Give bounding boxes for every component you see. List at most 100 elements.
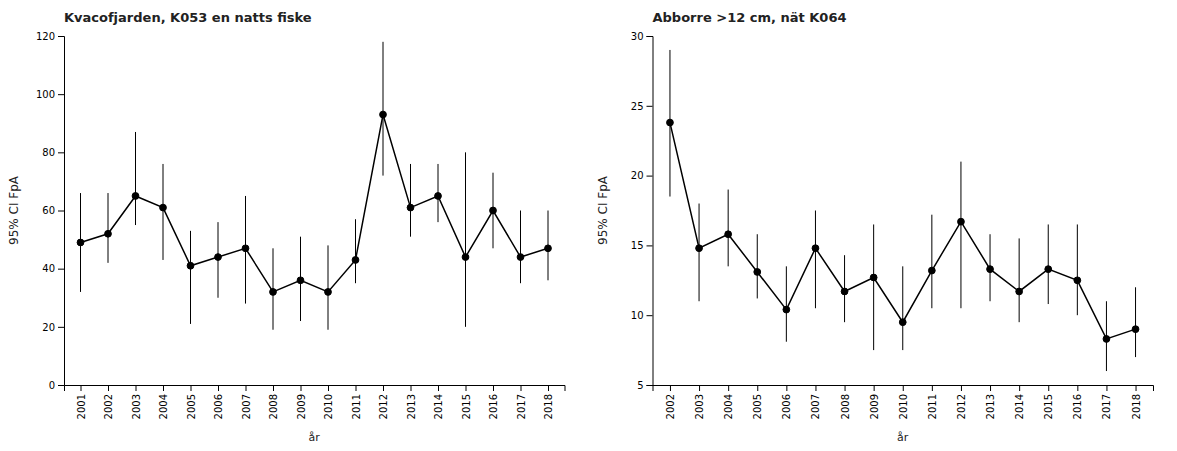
markers [77, 111, 551, 295]
tick-label: 20 [631, 170, 644, 181]
marker [899, 319, 906, 326]
tick-mark [757, 385, 758, 391]
tick-label: 15 [631, 240, 644, 251]
tick-mark [328, 385, 329, 391]
marker [517, 254, 524, 261]
marker [187, 262, 194, 269]
tick-label: 2010 [898, 394, 909, 419]
tick-mark [874, 385, 875, 391]
marker [352, 257, 359, 264]
marker [462, 254, 469, 261]
error-bar [786, 266, 787, 341]
error-bar [815, 211, 816, 309]
marker [490, 207, 497, 214]
tick: 2005 [186, 385, 197, 419]
marker [545, 245, 552, 252]
tick-label: 2004 [158, 394, 169, 419]
tick-mark [786, 385, 787, 391]
tick-mark [521, 385, 522, 391]
marker [696, 245, 703, 252]
error-bar [355, 219, 356, 283]
tick-mark [163, 385, 164, 391]
tick-mark [108, 385, 109, 391]
tick: 2016 [1072, 385, 1083, 419]
chart-container: 2001200220032004200520062007200820092010… [0, 0, 1177, 451]
tick-mark [81, 385, 82, 391]
tick-mark [1106, 385, 1107, 391]
tick-label: 80 [42, 147, 55, 158]
y-axis-title: 95% CI FpA [596, 175, 610, 245]
tick-label: 2007 [810, 394, 821, 419]
tick-mark [845, 385, 846, 391]
x-axis: 2002200320042005200620072008200920102011… [653, 385, 1154, 419]
tick-label: 2018 [1131, 394, 1142, 419]
tick-label: 2015 [1043, 394, 1054, 419]
marker [1132, 326, 1139, 333]
tick-mark [411, 385, 412, 391]
tick-mark [548, 385, 549, 391]
x-axis-title: år [897, 431, 909, 444]
tick: 2015 [461, 385, 472, 419]
error-bar [190, 231, 191, 324]
tick: 25 [631, 101, 653, 112]
error-bar [135, 132, 136, 225]
tick: 2008 [840, 385, 851, 419]
tick-mark [990, 385, 991, 391]
axis-line [58, 37, 65, 386]
y-axis-title: 95% CI FpA [7, 175, 21, 245]
error-bar [465, 152, 466, 327]
tick: 10 [631, 310, 653, 321]
marker [215, 254, 222, 261]
error-bars [670, 50, 1136, 371]
x-axis-title: år [309, 431, 321, 444]
y-axis: 5 10 15 20 25 30 [631, 31, 653, 391]
tick: 2004 [723, 385, 734, 419]
error-bar [383, 42, 384, 176]
marker [380, 111, 387, 118]
tick-mark [438, 385, 439, 391]
tick: 2001 [76, 385, 87, 419]
plot-area [77, 42, 551, 330]
tick-label: 2005 [186, 394, 197, 419]
tick: 20 [631, 170, 653, 181]
title: Abborre >12 cm, nät K064 [653, 10, 847, 25]
tick-label: 2003 [131, 394, 142, 419]
tick: 120 [36, 31, 64, 42]
tick-label: 2002 [103, 394, 114, 419]
tick-mark [1136, 385, 1137, 391]
tick-label: 2015 [461, 394, 472, 419]
tick-mark [647, 385, 653, 386]
tick-label: 2001 [76, 394, 87, 419]
error-bar [699, 204, 700, 302]
tick-mark [58, 327, 64, 328]
tick-label: 2012 [956, 394, 967, 419]
tick: 20 [42, 322, 64, 333]
tick: 2002 [665, 385, 676, 419]
tick-label: 2007 [241, 394, 252, 419]
marker [928, 267, 935, 274]
marker [297, 277, 304, 284]
tick-label: 2006 [213, 394, 224, 419]
figure: 2001200220032004200520062007200820092010… [0, 0, 1177, 451]
tick-label: 2008 [840, 394, 851, 419]
tick-mark [218, 385, 219, 391]
tick: 30 [631, 31, 653, 42]
marker [783, 306, 790, 313]
tick: 2009 [296, 385, 307, 419]
tick-label: 25 [631, 101, 644, 112]
tick-mark [136, 385, 137, 391]
tick-label: 30 [631, 31, 644, 42]
tick: 2006 [781, 385, 792, 419]
error-bar [1077, 224, 1078, 315]
tick: 2004 [158, 385, 169, 419]
line [81, 115, 549, 292]
panel: 2002200320042005200620072008200920102011… [596, 10, 1154, 444]
marker [435, 193, 442, 200]
error-bar [902, 266, 903, 350]
error-bar [1048, 224, 1049, 304]
marker [725, 231, 732, 238]
marker [870, 274, 877, 281]
tick: 60 [42, 205, 64, 216]
tick: 5 [637, 380, 652, 391]
tick-mark [670, 385, 671, 391]
